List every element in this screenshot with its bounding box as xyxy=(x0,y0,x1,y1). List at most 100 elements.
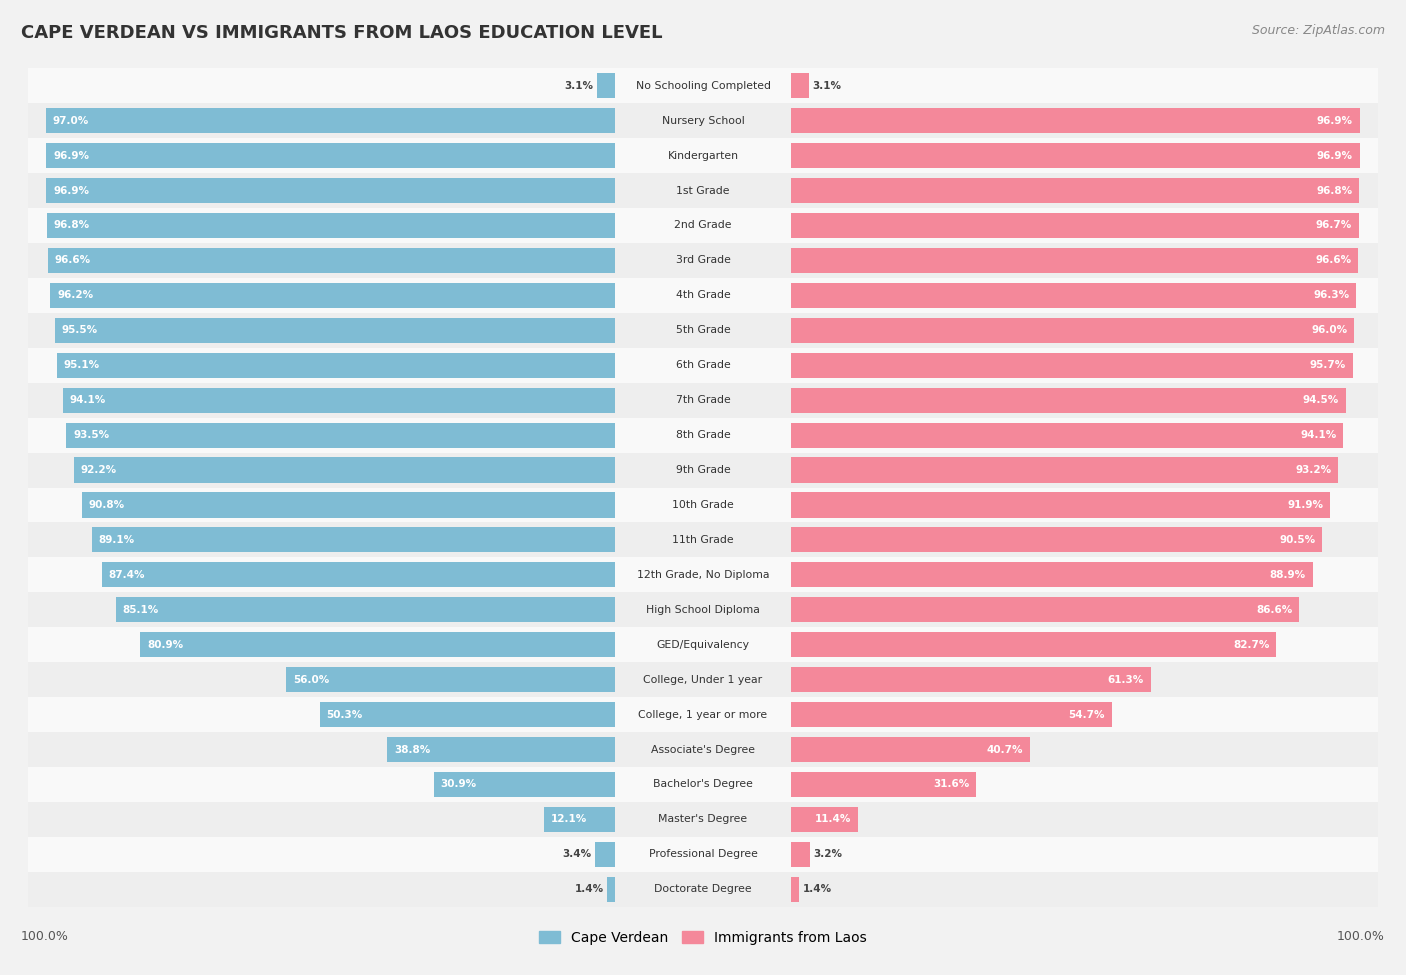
Bar xyxy=(790,772,976,797)
Bar xyxy=(28,313,1378,348)
Bar xyxy=(790,422,1343,448)
Bar xyxy=(790,283,1357,308)
Bar xyxy=(66,422,616,448)
Text: 12.1%: 12.1% xyxy=(551,814,588,825)
Text: 95.7%: 95.7% xyxy=(1309,360,1346,370)
Bar xyxy=(287,667,616,692)
Bar xyxy=(790,632,1277,657)
Text: 3.2%: 3.2% xyxy=(813,849,842,859)
Bar xyxy=(790,702,1112,727)
Bar xyxy=(790,457,1339,483)
Text: Professional Degree: Professional Degree xyxy=(648,849,758,859)
Text: 85.1%: 85.1% xyxy=(122,604,159,615)
Text: 11th Grade: 11th Grade xyxy=(672,535,734,545)
Text: College, Under 1 year: College, Under 1 year xyxy=(644,675,762,684)
Text: 6th Grade: 6th Grade xyxy=(676,360,730,370)
Bar xyxy=(55,318,616,343)
Bar xyxy=(28,68,1378,103)
Text: 94.1%: 94.1% xyxy=(1301,430,1337,440)
Text: 96.9%: 96.9% xyxy=(1317,116,1353,126)
Text: College, 1 year or more: College, 1 year or more xyxy=(638,710,768,720)
Bar xyxy=(115,598,616,622)
Bar xyxy=(28,558,1378,593)
Bar xyxy=(103,563,616,587)
Text: High School Diploma: High School Diploma xyxy=(647,604,759,615)
Text: Master's Degree: Master's Degree xyxy=(658,814,748,825)
Bar xyxy=(28,382,1378,417)
Bar xyxy=(28,662,1378,697)
Text: 4th Grade: 4th Grade xyxy=(676,291,730,300)
Text: 11.4%: 11.4% xyxy=(814,814,851,825)
Text: 88.9%: 88.9% xyxy=(1270,569,1306,580)
Bar xyxy=(544,807,616,832)
Text: 96.2%: 96.2% xyxy=(58,291,93,300)
Bar xyxy=(595,841,616,867)
Text: 90.8%: 90.8% xyxy=(89,500,125,510)
Bar xyxy=(790,143,1360,168)
Text: 3.1%: 3.1% xyxy=(565,81,593,91)
Text: 92.2%: 92.2% xyxy=(80,465,117,475)
Bar xyxy=(46,213,616,238)
Text: 100.0%: 100.0% xyxy=(21,929,69,943)
Bar xyxy=(28,138,1378,174)
Text: 96.9%: 96.9% xyxy=(53,185,89,196)
Bar xyxy=(790,388,1346,412)
Text: 96.7%: 96.7% xyxy=(1316,220,1351,230)
Text: 96.6%: 96.6% xyxy=(1315,255,1351,265)
Bar xyxy=(790,841,810,867)
Text: 40.7%: 40.7% xyxy=(987,745,1024,755)
Text: 95.1%: 95.1% xyxy=(63,360,100,370)
Text: 100.0%: 100.0% xyxy=(1337,929,1385,943)
Text: Nursery School: Nursery School xyxy=(662,116,744,126)
Text: Associate's Degree: Associate's Degree xyxy=(651,745,755,755)
Bar xyxy=(790,213,1358,238)
Bar xyxy=(28,767,1378,801)
Bar xyxy=(28,452,1378,488)
Bar xyxy=(321,702,616,727)
Text: 38.8%: 38.8% xyxy=(394,745,430,755)
Text: No Schooling Completed: No Schooling Completed xyxy=(636,81,770,91)
Bar xyxy=(388,737,616,762)
Text: 3.1%: 3.1% xyxy=(813,81,841,91)
Text: 91.9%: 91.9% xyxy=(1288,500,1323,510)
Bar xyxy=(46,143,616,168)
Bar xyxy=(82,492,616,518)
Text: 93.5%: 93.5% xyxy=(73,430,110,440)
Text: 30.9%: 30.9% xyxy=(440,779,477,790)
Text: 12th Grade, No Diploma: 12th Grade, No Diploma xyxy=(637,569,769,580)
Bar xyxy=(790,667,1150,692)
Legend: Cape Verdean, Immigrants from Laos: Cape Verdean, Immigrants from Laos xyxy=(533,925,873,950)
Text: 1st Grade: 1st Grade xyxy=(676,185,730,196)
Text: 90.5%: 90.5% xyxy=(1279,535,1316,545)
Text: 96.9%: 96.9% xyxy=(53,150,89,161)
Bar xyxy=(46,108,616,134)
Bar xyxy=(28,243,1378,278)
Bar xyxy=(28,872,1378,907)
Bar xyxy=(790,737,1029,762)
Bar xyxy=(790,492,1330,518)
Text: 96.3%: 96.3% xyxy=(1313,291,1350,300)
Bar xyxy=(28,174,1378,208)
Bar xyxy=(93,527,616,553)
Text: 97.0%: 97.0% xyxy=(52,116,89,126)
Text: CAPE VERDEAN VS IMMIGRANTS FROM LAOS EDUCATION LEVEL: CAPE VERDEAN VS IMMIGRANTS FROM LAOS EDU… xyxy=(21,24,662,42)
Bar xyxy=(607,877,616,902)
Text: 2nd Grade: 2nd Grade xyxy=(675,220,731,230)
Bar xyxy=(56,353,616,377)
Text: 10th Grade: 10th Grade xyxy=(672,500,734,510)
Bar xyxy=(46,178,616,203)
Text: Kindergarten: Kindergarten xyxy=(668,150,738,161)
Bar xyxy=(28,837,1378,872)
Text: 3.4%: 3.4% xyxy=(562,849,592,859)
Bar xyxy=(790,877,799,902)
Bar xyxy=(790,353,1353,377)
Bar xyxy=(434,772,616,797)
Bar xyxy=(790,318,1354,343)
Bar xyxy=(790,248,1358,273)
Text: 96.8%: 96.8% xyxy=(1316,185,1353,196)
Text: Doctorate Degree: Doctorate Degree xyxy=(654,884,752,894)
Bar xyxy=(790,108,1360,134)
Text: 82.7%: 82.7% xyxy=(1233,640,1270,649)
Text: 89.1%: 89.1% xyxy=(98,535,135,545)
Bar xyxy=(63,388,616,412)
